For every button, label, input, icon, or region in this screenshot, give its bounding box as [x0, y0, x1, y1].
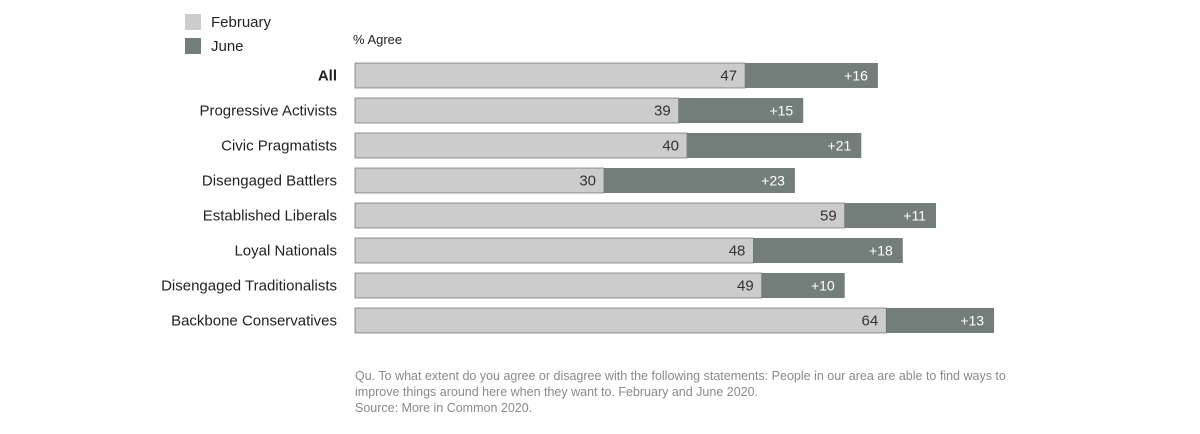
- bar-june-disengaged-traditionalists: [761, 273, 845, 298]
- data-label-june-loyal-nationals: +18: [869, 243, 893, 259]
- legend-label-june: June: [211, 37, 244, 55]
- legend-swatch-june: [185, 38, 201, 54]
- data-label-june-established-liberals: +11: [903, 208, 926, 224]
- bar-february-progressive-activists: [354, 97, 680, 124]
- bar-february-all: [354, 62, 746, 89]
- bar-february-disengaged-battlers: [354, 167, 605, 194]
- data-label-february-all: 47: [720, 68, 737, 85]
- data-label-february-progressive-activists: 39: [654, 103, 671, 120]
- data-label-june-disengaged-battlers: +23: [761, 173, 785, 189]
- legend-item-february: February: [185, 10, 271, 34]
- bar-june-civic-pragmatists: [687, 133, 862, 158]
- bar-february-civic-pragmatists: [354, 132, 688, 159]
- data-label-february-disengaged-battlers: 30: [579, 173, 596, 190]
- data-label-february-backbone-conservatives: 64: [862, 313, 879, 330]
- bar-february-established-liberals: [354, 202, 846, 229]
- axis-label: % Agree: [353, 32, 403, 47]
- data-label-february-disengaged-traditionalists: 49: [737, 278, 754, 295]
- bar-june-loyal-nationals: [753, 238, 903, 263]
- chart-legend: February June: [185, 10, 271, 58]
- footnote-line: Qu. To what extent do you agree or disag…: [355, 369, 1006, 383]
- category-label-established-liberals: Established Liberals: [203, 208, 337, 225]
- bar-june-backbone-conservatives: [886, 308, 995, 333]
- category-label-civic-pragmatists: Civic Pragmatists: [221, 138, 337, 155]
- legend-swatch-february: [185, 14, 201, 30]
- data-label-june-all: +16: [844, 68, 868, 84]
- category-label-disengaged-traditionalists: Disengaged Traditionalists: [161, 278, 337, 295]
- legend-label-february: February: [211, 13, 272, 31]
- footnote: Qu. To what extent do you agree or disag…: [355, 368, 1045, 416]
- bar-group: All 47 +16 Progressive Activists 39 +15 Civic …: [161, 62, 995, 334]
- category-label-all: All: [318, 68, 337, 85]
- category-label-progressive-activists: Progressive Activists: [199, 103, 337, 120]
- data-label-february-established-liberals: 59: [820, 208, 837, 225]
- data-label-february-loyal-nationals: 48: [729, 243, 746, 260]
- bar-june-all: [745, 63, 878, 88]
- data-label-june-disengaged-traditionalists: +10: [811, 278, 835, 294]
- data-label-june-civic-pragmatists: +21: [828, 138, 852, 154]
- bar-february-loyal-nationals: [354, 237, 754, 264]
- bar-february-disengaged-traditionalists: [354, 272, 763, 299]
- data-label-february-civic-pragmatists: 40: [662, 138, 679, 155]
- footnote-line: improve things around here when they wan…: [355, 385, 759, 399]
- legend-item-june: June: [185, 34, 271, 58]
- footnote-line: Source: More in Common 2020.: [355, 401, 533, 415]
- bar-june-disengaged-battlers: [604, 168, 795, 193]
- category-label-disengaged-battlers: Disengaged Battlers: [202, 173, 337, 190]
- bar-february-backbone-conservatives: [354, 307, 887, 334]
- data-label-june-backbone-conservatives: +13: [960, 313, 984, 329]
- data-label-june-progressive-activists: +15: [769, 103, 793, 119]
- bar-june-established-liberals: [844, 203, 936, 228]
- category-label-backbone-conservatives: Backbone Conservatives: [171, 313, 337, 330]
- bar-june-progressive-activists: [678, 98, 804, 123]
- category-label-loyal-nationals: Loyal Nationals: [234, 243, 337, 260]
